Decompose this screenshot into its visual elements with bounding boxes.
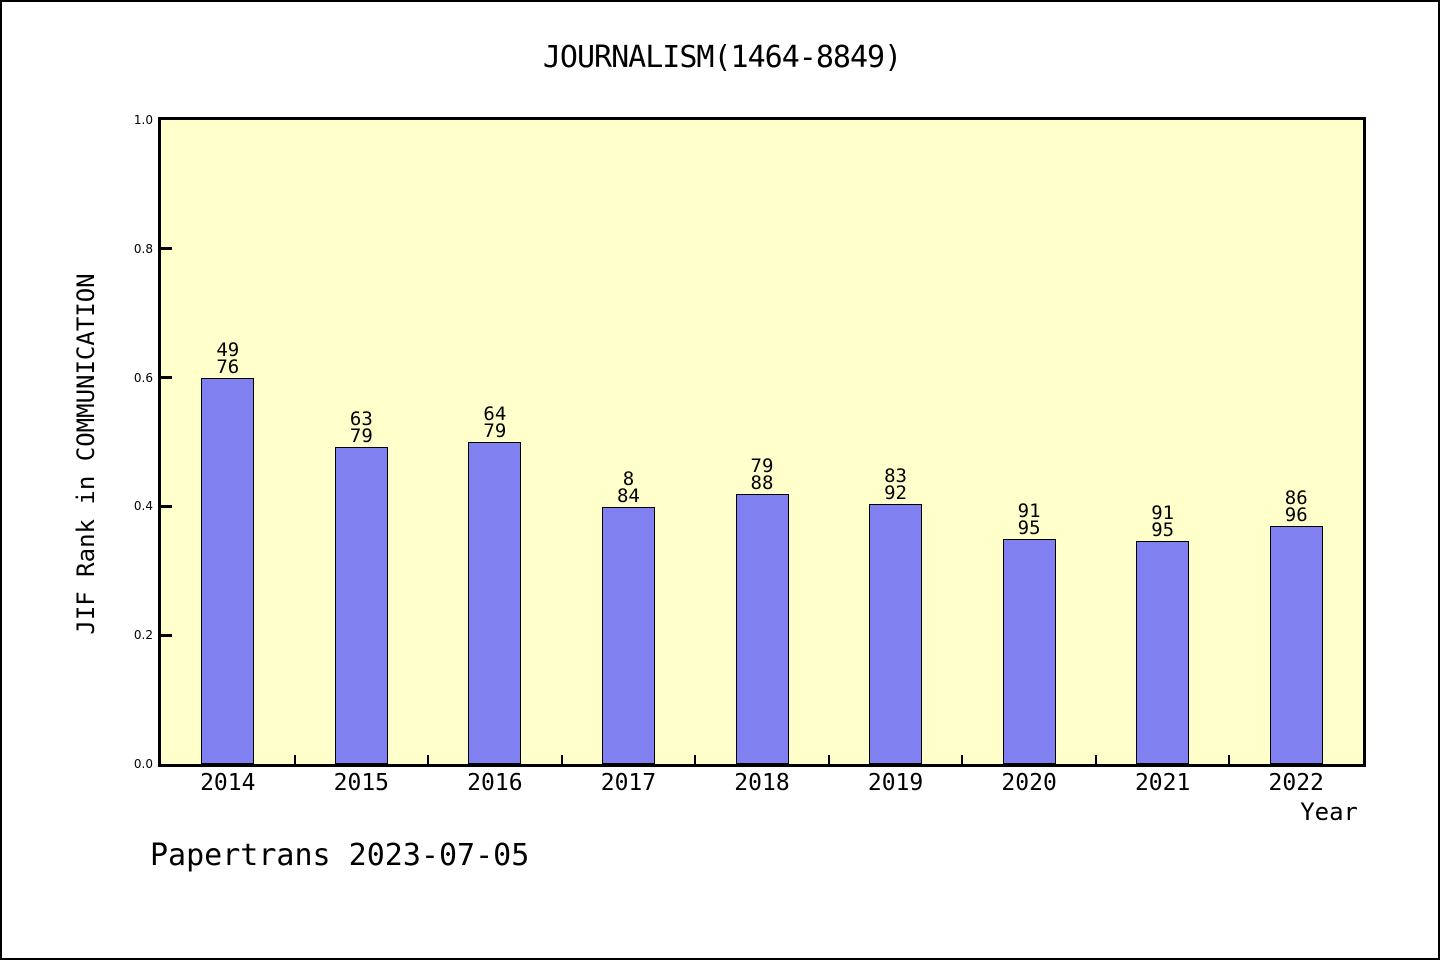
y-axis-title: JIF Rank in COMMUNICATION [72,273,100,635]
x-minor-tick [427,755,430,764]
y-tick-mark [161,247,172,251]
y-tick-mark [161,504,172,508]
x-tick-label-2015: 2015 [333,770,390,796]
footer-watermark: Papertrans 2023-07-05 [150,838,530,873]
bar-2022 [1269,526,1323,764]
bar-2014 [201,378,255,764]
bar-value-label-2019: 83 92 [884,465,907,504]
bar-2016 [468,442,522,764]
x-tick-label-2021: 2021 [1134,770,1191,796]
bar-2018 [735,494,789,764]
plot-area: 49 76 63 79 64 79 8 84 79 88 83 92 91 95 91 95 86 96 [158,117,1366,767]
x-minor-tick [560,755,563,764]
x-minor-tick [1094,755,1097,764]
bar-2019 [869,504,923,764]
bar-value-label-2018: 79 88 [750,455,774,494]
y-tick-label-0.6: 0.6 [133,370,153,385]
bar-value-label-2017: 8 84 [616,468,640,507]
bar-value-label-2015: 63 79 [349,408,373,447]
bar-value-label-2021: 91 95 [1151,502,1175,541]
x-axis-title: Year [1300,798,1358,826]
x-tick-label-2017: 2017 [600,770,657,796]
bar-value-label-2014: 49 76 [216,339,240,378]
y-tick-mark [161,633,172,637]
chart-title: JOURNALISM(1464-8849) [542,40,902,75]
x-tick-label-2018: 2018 [734,770,790,796]
x-minor-tick [1228,755,1231,764]
bar-value-label-2020: 91 95 [1017,500,1041,539]
bar-value-label-2016: 64 79 [483,403,507,442]
x-tick-label-2020: 2020 [1001,770,1057,796]
y-tick-label-0.0: 0.0 [133,757,153,771]
bar-2021 [1136,541,1190,764]
bar-2017 [601,507,655,764]
y-tick-label-1.0: 1.0 [133,113,153,127]
plot-inner: 49 76 63 79 64 79 8 84 79 88 83 92 91 95 91 95 86 96 [161,120,1363,764]
y-tick-mark [161,376,172,380]
bar-2015 [334,447,388,764]
x-tick-label-2014: 2014 [200,770,256,796]
x-tick-label-2016: 2016 [467,770,523,796]
x-minor-tick [694,755,697,764]
x-minor-tick [293,755,296,764]
bar-2020 [1002,539,1056,764]
x-tick-label-2019: 2019 [867,770,924,796]
y-tick-label-0.8: 0.8 [133,241,153,256]
x-minor-tick [827,755,830,764]
bar-value-label-2022: 86 96 [1284,487,1308,526]
y-tick-label-0.2: 0.2 [133,628,153,643]
y-tick-label-0.4: 0.4 [133,499,153,514]
x-tick-label-2022: 2022 [1268,770,1324,796]
x-minor-tick [961,755,964,764]
